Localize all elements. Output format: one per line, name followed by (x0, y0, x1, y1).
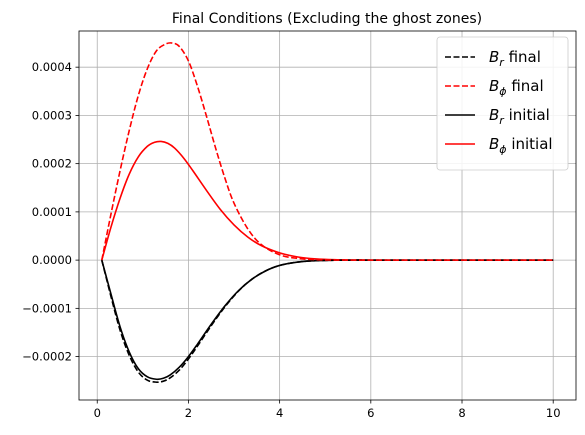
x-tick-label: 2 (185, 406, 192, 420)
legend-label: Br final (489, 48, 541, 69)
x-axis: 0 2 4 6 8 10 (94, 400, 561, 420)
y-axis: −0.0002 −0.0001 0.0000 0.0001 0.0002 0.0003 0.… (22, 60, 79, 363)
x-tick-label: 8 (458, 406, 465, 420)
x-tick-label: 0 (94, 406, 101, 420)
y-tick-label: −0.0001 (22, 301, 72, 315)
legend: Br final Bϕ final Br initial Bϕ initial (437, 37, 568, 170)
chart-title: Final Conditions (Excluding the ghost zo… (172, 11, 482, 27)
legend-label: Br initial (489, 106, 550, 127)
legend-label: Bϕ initial (489, 135, 553, 156)
y-tick-label: −0.0002 (22, 350, 72, 364)
y-tick-label: 0.0004 (32, 60, 72, 74)
series-line-b-r-final (102, 260, 553, 382)
y-tick-label: 0.0001 (32, 205, 72, 219)
x-tick-label: 4 (276, 406, 283, 420)
y-tick-label: 0.0003 (32, 108, 72, 122)
y-tick-label: 0.0000 (32, 253, 72, 267)
series-line-b-r-initial (102, 260, 553, 379)
legend-label: Bϕ final (489, 77, 544, 98)
x-tick-label: 10 (546, 406, 561, 420)
y-tick-label: 0.0002 (32, 157, 72, 171)
x-tick-label: 6 (367, 406, 374, 420)
